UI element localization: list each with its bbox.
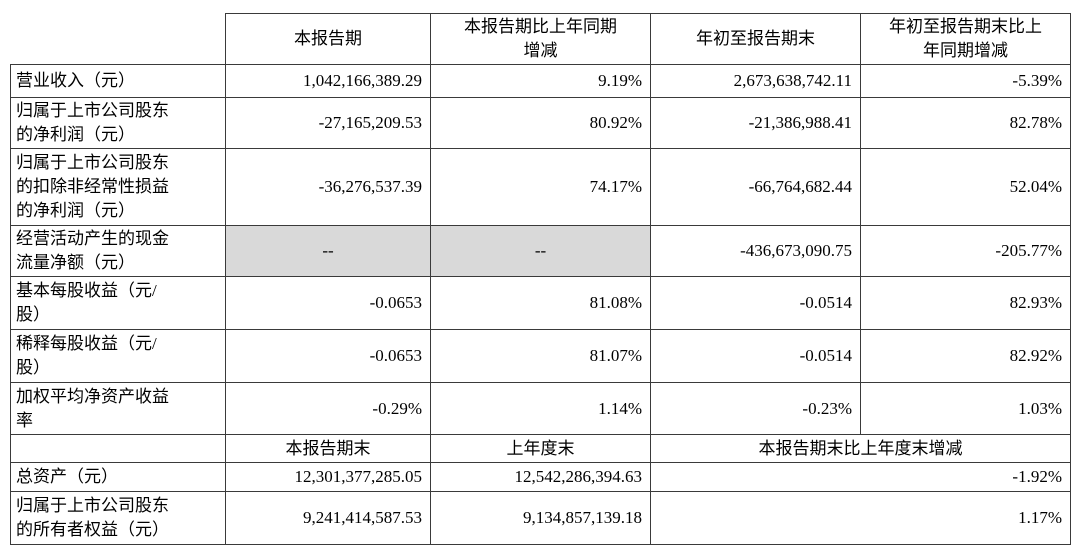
row-label: 经营活动产生的现金 流量净额（元） xyxy=(10,225,226,277)
value-cell: -205.77% xyxy=(860,225,1071,277)
table-row-weighted-avg-roe: 加权平均净资产收益 率 -0.29% 1.14% -0.23% 1.03% xyxy=(10,382,1071,435)
value-cell: -0.0514 xyxy=(650,276,861,330)
table-row-operating-cash-flow: 经营活动产生的现金 流量净额（元） -- -- -436,673,090.75 … xyxy=(10,225,1071,277)
value-cell: 1.03% xyxy=(860,382,1071,435)
value-cell: -0.0653 xyxy=(225,329,431,383)
value-cell: 9,241,414,587.53 xyxy=(225,491,431,545)
value-cell: -436,673,090.75 xyxy=(650,225,861,277)
value-cell: 82.78% xyxy=(860,97,1071,149)
row-label: 基本每股收益（元/ 股） xyxy=(10,276,226,330)
value-cell: -5.39% xyxy=(860,64,1071,98)
value-cell: -0.0653 xyxy=(225,276,431,330)
table-row-owners-equity: 归属于上市公司股东 的所有者权益（元） 9,241,414,587.53 9,1… xyxy=(10,491,1071,545)
value-cell: 52.04% xyxy=(860,148,1071,226)
value-cell: 1.14% xyxy=(430,382,651,435)
row-label: 归属于上市公司股东 的所有者权益（元） xyxy=(10,491,226,545)
table-row-diluted-eps: 稀释每股收益（元/ 股） -0.0653 81.07% -0.0514 82.9… xyxy=(10,329,1071,383)
value-cell: 82.92% xyxy=(860,329,1071,383)
value-cell: -0.29% xyxy=(225,382,431,435)
row-label: 归属于上市公司股东 的净利润（元） xyxy=(10,97,226,149)
col-header-current-period: 本报告期 xyxy=(225,13,431,65)
table-row-net-profit: 归属于上市公司股东 的净利润（元） -27,165,209.53 80.92% … xyxy=(10,97,1071,149)
col-header-ytd-yoy: 年初至报告期末比上 年同期增减 xyxy=(860,13,1071,65)
row-label: 归属于上市公司股东 的扣除非经常性损益 的净利润（元） xyxy=(10,148,226,226)
value-cell: 81.08% xyxy=(430,276,651,330)
col-header-ytd: 年初至报告期末 xyxy=(650,13,861,65)
value-cell: 2,673,638,742.11 xyxy=(650,64,861,98)
col-header-prev-year-end: 上年度末 xyxy=(430,434,651,463)
value-cell: 1,042,166,389.29 xyxy=(225,64,431,98)
table-row-total-assets: 总资产（元） 12,301,377,285.05 12,542,286,394.… xyxy=(10,462,1071,492)
value-cell: -21,386,988.41 xyxy=(650,97,861,149)
col-header-current-period-yoy: 本报告期比上年同期 增减 xyxy=(430,13,651,65)
col-header-period-end: 本报告期末 xyxy=(225,434,431,463)
value-cell: -0.0514 xyxy=(650,329,861,383)
col-header-period-end-change: 本报告期末比上年度末增减 xyxy=(650,434,1071,463)
row-label: 稀释每股收益（元/ 股） xyxy=(10,329,226,383)
row-label: 加权平均净资产收益 率 xyxy=(10,382,226,435)
value-cell: 82.93% xyxy=(860,276,1071,330)
value-cell-na: -- xyxy=(430,225,651,277)
value-cell: -27,165,209.53 xyxy=(225,97,431,149)
value-cell: -1.92% xyxy=(650,462,1071,492)
value-cell: 9.19% xyxy=(430,64,651,98)
value-cell: -66,764,682.44 xyxy=(650,148,861,226)
value-cell: 74.17% xyxy=(430,148,651,226)
value-cell: 80.92% xyxy=(430,97,651,149)
table-row-net-profit-excl-nonrecurring: 归属于上市公司股东 的扣除非经常性损益 的净利润（元） -36,276,537.… xyxy=(10,148,1071,226)
table-row-operating-revenue: 营业收入（元） 1,042,166,389.29 9.19% 2,673,638… xyxy=(10,64,1071,98)
blank-cell xyxy=(10,434,226,463)
corner-blank-cell xyxy=(11,14,226,65)
header-row-period: 本报告期 本报告期比上年同期 增减 年初至报告期末 年初至报告期末比上 年同期增… xyxy=(11,13,1071,65)
value-cell: -36,276,537.39 xyxy=(225,148,431,226)
value-cell: 12,301,377,285.05 xyxy=(225,462,431,492)
header-row-period-end: 本报告期末 上年度末 本报告期末比上年度末增减 xyxy=(10,434,1071,463)
value-cell: 1.17% xyxy=(650,491,1071,545)
row-label: 营业收入（元） xyxy=(10,64,226,98)
table-row-basic-eps: 基本每股收益（元/ 股） -0.0653 81.08% -0.0514 82.9… xyxy=(10,276,1071,330)
value-cell: -0.23% xyxy=(650,382,861,435)
value-cell: 81.07% xyxy=(430,329,651,383)
row-label: 总资产（元） xyxy=(10,462,226,492)
value-cell: 9,134,857,139.18 xyxy=(430,491,651,545)
value-cell-na: -- xyxy=(225,225,431,277)
financial-summary-table: 本报告期 本报告期比上年同期 增减 年初至报告期末 年初至报告期末比上 年同期增… xyxy=(10,13,1071,545)
value-cell: 12,542,286,394.63 xyxy=(430,462,651,492)
